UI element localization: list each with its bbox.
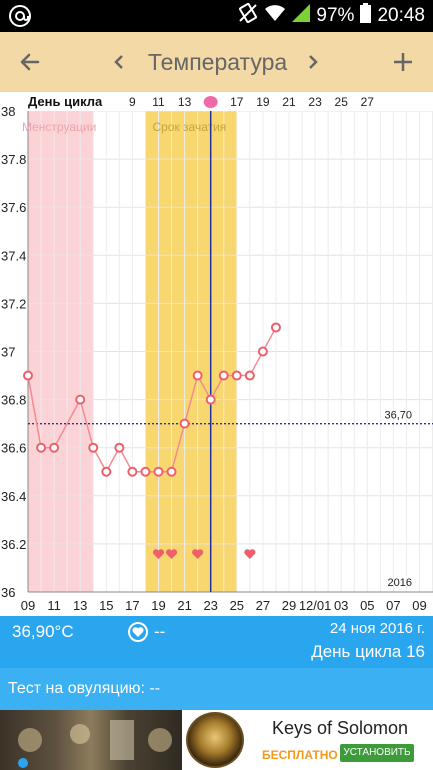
- temperature-point: [23, 370, 33, 381]
- next-button[interactable]: [298, 32, 328, 92]
- cycle-day-tick: 23: [308, 95, 322, 109]
- temperature-point: [153, 466, 164, 477]
- battery-level: 97%: [316, 5, 355, 26]
- ad-banner[interactable]: Keys of Solomon БЕСПЛАТНО УСТАНОВИТЬ: [0, 710, 433, 770]
- y-tick-label: 36.8: [1, 393, 26, 408]
- cycle-day-tick: 17: [230, 95, 244, 109]
- y-tick-label: 37: [1, 345, 15, 360]
- y-tick-label: 36.6: [1, 441, 26, 456]
- fertile-window-label: Срок зачатия: [152, 120, 226, 134]
- cycle-day-tick: 9: [129, 95, 136, 109]
- x-tick-label: 21: [177, 598, 191, 613]
- temperature-value: 36,90°C: [12, 622, 74, 641]
- back-button[interactable]: [6, 32, 54, 92]
- signal-icon: [292, 4, 311, 28]
- app-bar: Температура: [0, 32, 433, 92]
- intercourse-heart-icon: [152, 549, 165, 559]
- status-bar: 97% 20:48: [0, 0, 433, 32]
- temperature-point: [270, 322, 281, 333]
- temperature-point: [244, 370, 255, 381]
- x-tick-label: 07: [386, 598, 400, 613]
- cycle-day-tick: 25: [335, 95, 349, 109]
- plus-icon: [394, 53, 412, 71]
- y-tick-label: 37.6: [1, 200, 26, 215]
- battery-icon: [360, 3, 372, 29]
- x-tick-label: 05: [360, 598, 374, 613]
- arrow-left-icon: [20, 53, 40, 71]
- temperature-point: [49, 442, 60, 453]
- y-tick-label: 37.4: [1, 248, 26, 263]
- y-tick-label: 38: [1, 104, 15, 119]
- x-tick-label: 27: [256, 598, 270, 613]
- temperature-point: [218, 370, 229, 381]
- temperature-point: [140, 466, 151, 477]
- x-tick-label: 17: [125, 598, 139, 613]
- y-tick-label: 37.8: [1, 152, 26, 167]
- clock: 20:48: [377, 5, 425, 26]
- x-tick-label: 15: [99, 598, 113, 613]
- app-logo-icon[interactable]: [186, 712, 244, 768]
- temperature-chart-svg[interactable]: Менструации Срок зачатия 36,70 День цикла 9 1…: [0, 92, 433, 616]
- y-tick-label: 36.4: [1, 489, 26, 504]
- intercourse-value: --: [154, 622, 166, 641]
- chevron-right-icon: [309, 55, 318, 69]
- temperature-point: [101, 466, 112, 477]
- x-tick-label: 09: [412, 598, 426, 613]
- cycle-day-tick: 27: [361, 95, 375, 109]
- coverline-label: 36,70: [384, 410, 412, 422]
- current-day-marker-header: [203, 96, 218, 108]
- chevron-left-icon: [114, 55, 123, 69]
- temperature-point: [179, 418, 190, 429]
- ad-image[interactable]: [0, 710, 182, 770]
- temperature-chart[interactable]: Менструации Срок зачатия 36,70 День цикла 9 1…: [0, 92, 433, 616]
- y-tick-label: 36.2: [1, 537, 26, 552]
- intercourse-heart-icon: [244, 549, 256, 559]
- temperature-point: [36, 442, 47, 453]
- y-tick-label: 36: [1, 585, 15, 600]
- x-tick-label: 13: [73, 598, 87, 613]
- menstruation-label: Менструации: [22, 120, 96, 134]
- ovulation-test-row[interactable]: Тест на овуляцию: --: [0, 668, 433, 710]
- temperature-point: [166, 466, 177, 477]
- x-tick-label: 19: [151, 598, 165, 613]
- at-sign-icon: [8, 4, 32, 28]
- x-tick-label: 23: [203, 598, 217, 613]
- previous-button[interactable]: [104, 32, 134, 92]
- ad-title: Keys of Solomon: [272, 718, 409, 738]
- x-tick-label: 03: [334, 598, 348, 613]
- temperature-point: [127, 466, 138, 477]
- y-tick-label: 37.2: [1, 296, 26, 311]
- intercourse-heart-icon: [166, 549, 178, 559]
- cycle-day-header-label: День цикла: [28, 94, 103, 109]
- ad-free-label: БЕСПЛАТНО: [262, 748, 338, 762]
- cycle-day-label: День цикла 16: [311, 642, 425, 661]
- heart-icon[interactable]: [128, 622, 148, 642]
- install-button[interactable]: УСТАНОВИТЬ: [340, 744, 414, 762]
- selected-date: 24 ноя 2016 г.: [329, 620, 425, 637]
- cycle-day-tick: 21: [282, 95, 296, 109]
- selected-day-info[interactable]: 36,90°C -- 24 ноя 2016 г. День цикла 16: [0, 616, 433, 668]
- x-tick-label: 09: [21, 598, 35, 613]
- intercourse-heart-icon: [192, 549, 204, 559]
- cycle-day-tick: 19: [256, 95, 270, 109]
- ad-info-icon[interactable]: [18, 758, 28, 768]
- temperature-point: [88, 442, 99, 453]
- vibrate-icon: [238, 2, 258, 29]
- temperature-point: [75, 394, 86, 405]
- year-label: 2016: [388, 577, 412, 589]
- x-tick-label: 29: [282, 598, 296, 613]
- temperature-point: [257, 346, 268, 357]
- x-tick-label: 12/01: [299, 598, 332, 613]
- add-button[interactable]: [379, 32, 427, 92]
- temperature-point: [114, 442, 125, 453]
- cycle-day-tick: 13: [178, 95, 192, 109]
- temperature-point: [231, 370, 242, 381]
- temperature-point: [192, 370, 203, 381]
- wifi-icon: [264, 4, 286, 28]
- x-tick-label: 25: [230, 598, 244, 613]
- cycle-day-tick: 11: [152, 95, 165, 109]
- x-tick-label: 11: [47, 598, 61, 613]
- temperature-point: [205, 394, 216, 405]
- page-title: Температура: [147, 49, 288, 75]
